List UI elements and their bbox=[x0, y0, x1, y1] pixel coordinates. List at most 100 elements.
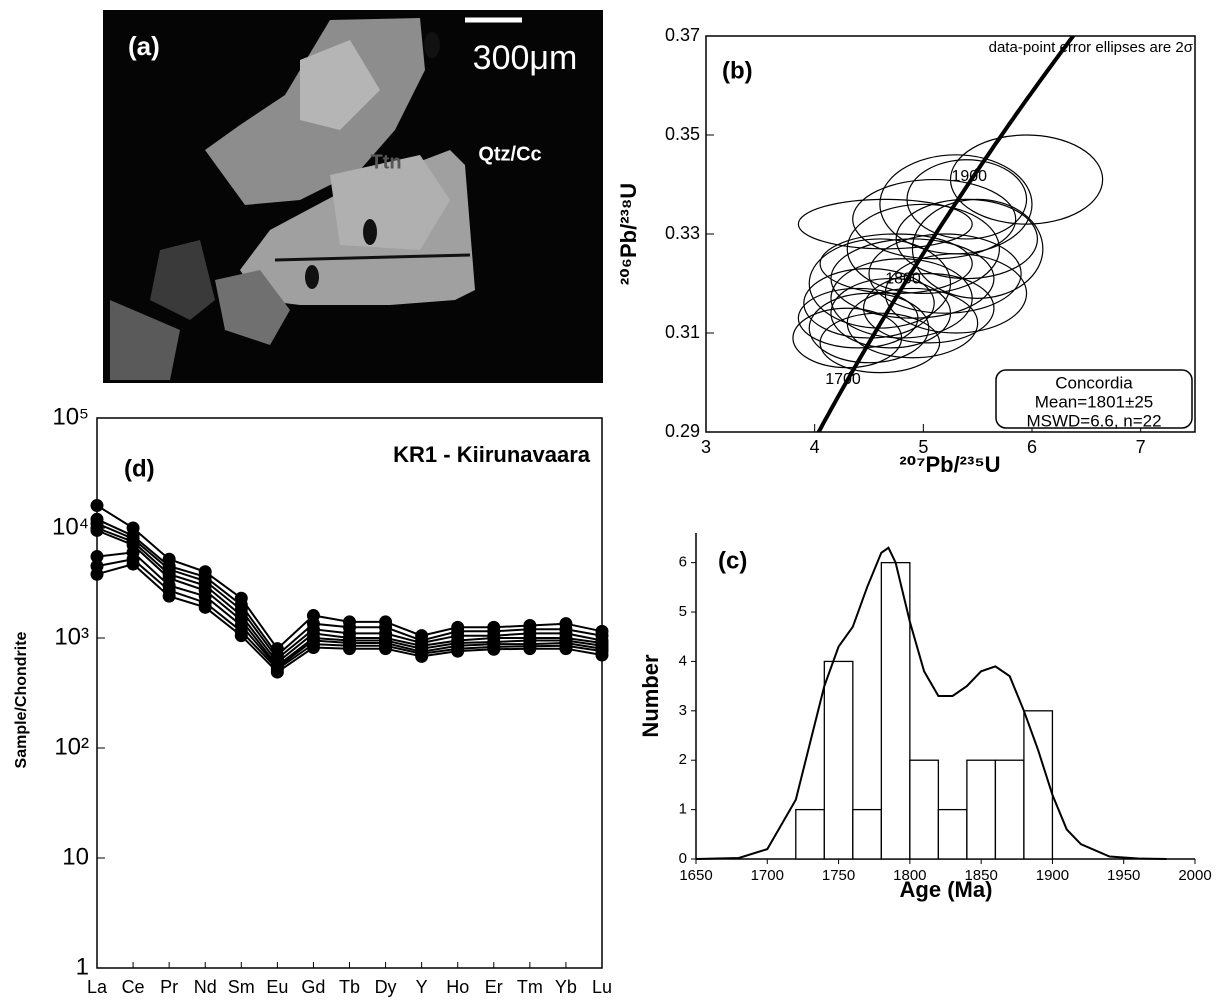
x-tick-label: 1700 bbox=[751, 867, 784, 884]
data-point bbox=[90, 499, 104, 513]
error-ellipse bbox=[803, 268, 935, 339]
data-point bbox=[451, 644, 465, 658]
note: data-point error ellipses are 2σ bbox=[989, 39, 1194, 56]
annotation: MSWD=6.6, n=22 bbox=[1026, 411, 1161, 430]
annotation: Concordia bbox=[1055, 373, 1133, 392]
panel-label: (b) bbox=[722, 57, 753, 84]
y-tick-label: 0.31 bbox=[665, 322, 700, 342]
data-point bbox=[162, 589, 176, 603]
x-tick-label: 2000 bbox=[1178, 867, 1211, 884]
data-point bbox=[90, 550, 104, 564]
scale-bar-label: 300μm bbox=[473, 39, 578, 77]
data-point bbox=[343, 642, 356, 656]
x-tick-label: La bbox=[87, 977, 108, 997]
error-ellipse bbox=[895, 198, 1039, 280]
concordia-age-tick bbox=[908, 270, 914, 276]
x-tick-label: Tm bbox=[517, 977, 543, 997]
error-ellipse bbox=[808, 292, 930, 364]
concordia-age-label: 1900 bbox=[951, 168, 987, 185]
y-axis-label: ²⁰⁶Pb/²³⁸U bbox=[616, 183, 641, 285]
y-tick-label: 2 bbox=[679, 751, 687, 768]
plot-frame bbox=[96, 417, 603, 969]
y-tick-label: 6 bbox=[679, 554, 687, 571]
error-ellipse bbox=[819, 233, 973, 295]
y-tick-label: 1 bbox=[76, 953, 89, 980]
histogram-bar bbox=[852, 808, 882, 860]
y-tick-label: 10² bbox=[54, 733, 89, 760]
y-axis-label: Number bbox=[638, 654, 663, 738]
y-tick-label: 0.29 bbox=[665, 421, 700, 441]
annotation-box bbox=[995, 369, 1193, 429]
error-ellipse bbox=[906, 159, 1028, 240]
y-axis-label: Sample/Chondrite bbox=[13, 631, 30, 768]
x-axis-label: ²⁰⁷Pb/²³⁵U bbox=[899, 452, 1000, 477]
error-ellipse bbox=[797, 287, 919, 349]
data-point bbox=[90, 523, 104, 537]
y-tick-label: 0.35 bbox=[665, 124, 700, 144]
y-tick-label: 10⁴ bbox=[52, 513, 89, 540]
data-point bbox=[487, 642, 501, 656]
x-tick-label: Yb bbox=[555, 977, 577, 997]
histogram-bar bbox=[966, 759, 997, 860]
x-tick-label: Nd bbox=[194, 977, 217, 997]
annotation: Mean=1801±25 bbox=[1035, 392, 1154, 411]
error-ellipse bbox=[819, 312, 941, 374]
data-point bbox=[379, 642, 393, 656]
data-point bbox=[90, 567, 104, 581]
x-tick-label: Gd bbox=[301, 977, 325, 997]
data-point bbox=[559, 642, 573, 656]
histogram-bar bbox=[880, 561, 911, 860]
panel-label: (d) bbox=[124, 455, 155, 482]
x-tick-label: Dy bbox=[375, 977, 397, 997]
data-point bbox=[270, 665, 284, 679]
histogram-bar bbox=[909, 759, 940, 860]
x-tick-label: 1750 bbox=[822, 867, 855, 884]
error-ellipse bbox=[862, 273, 995, 344]
y-tick-label: 4 bbox=[679, 652, 687, 669]
x-tick-label: 1850 bbox=[964, 867, 997, 884]
error-ellipse bbox=[830, 277, 952, 349]
x-tick-label: 7 bbox=[1136, 437, 1146, 457]
concordia-age-tick bbox=[974, 168, 980, 174]
concordia-age-label: 1700 bbox=[825, 371, 861, 388]
x-tick-label: 6 bbox=[1027, 437, 1037, 457]
data-point bbox=[523, 642, 537, 656]
error-ellipse bbox=[846, 287, 979, 359]
x-tick-label: Ho bbox=[446, 977, 469, 997]
x-tick-label: 4 bbox=[810, 437, 820, 457]
x-tick-label: Pr bbox=[160, 977, 178, 997]
x-tick-label: Er bbox=[485, 977, 503, 997]
error-ellipse bbox=[884, 253, 1028, 334]
histogram-bar bbox=[994, 759, 1025, 860]
y-tick-label: 0.33 bbox=[665, 223, 700, 243]
y-tick-label: 1 bbox=[679, 801, 687, 818]
data-point bbox=[415, 649, 429, 663]
panel-label: (c) bbox=[718, 547, 747, 574]
data-point bbox=[306, 640, 320, 654]
histogram-bar bbox=[795, 808, 825, 860]
error-ellipse bbox=[846, 203, 1000, 295]
x-tick-label: 1950 bbox=[1107, 867, 1140, 884]
concordia-age-label: 1800 bbox=[885, 270, 921, 287]
panel-label: (a) bbox=[128, 31, 160, 61]
error-ellipse bbox=[852, 178, 1017, 260]
x-tick-label: Ce bbox=[122, 977, 145, 997]
x-tick-label: 1650 bbox=[679, 867, 712, 884]
data-point bbox=[126, 557, 140, 571]
x-tick-label: 1900 bbox=[1036, 867, 1069, 884]
histogram-bar bbox=[823, 660, 854, 860]
sem-image: (a) 300μm Qtz/Cc Ttn bbox=[103, 10, 603, 383]
y-tick-label: 10⁵ bbox=[52, 403, 89, 430]
concordia-age-tick bbox=[848, 371, 854, 377]
y-tick-label: 10 bbox=[62, 843, 89, 870]
y-tick-label: 5 bbox=[679, 603, 687, 620]
mineral-label: Qtz/Cc bbox=[478, 143, 541, 165]
error-ellipse bbox=[911, 198, 1044, 299]
x-tick-label: Eu bbox=[266, 977, 288, 997]
data-point bbox=[198, 600, 212, 614]
y-tick-label: 3 bbox=[679, 702, 687, 719]
x-axis-label: Age (Ma) bbox=[900, 877, 993, 902]
y-tick-label: 0.37 bbox=[665, 25, 700, 45]
x-tick-label: 1800 bbox=[893, 867, 926, 884]
x-tick-label: 5 bbox=[918, 437, 928, 457]
